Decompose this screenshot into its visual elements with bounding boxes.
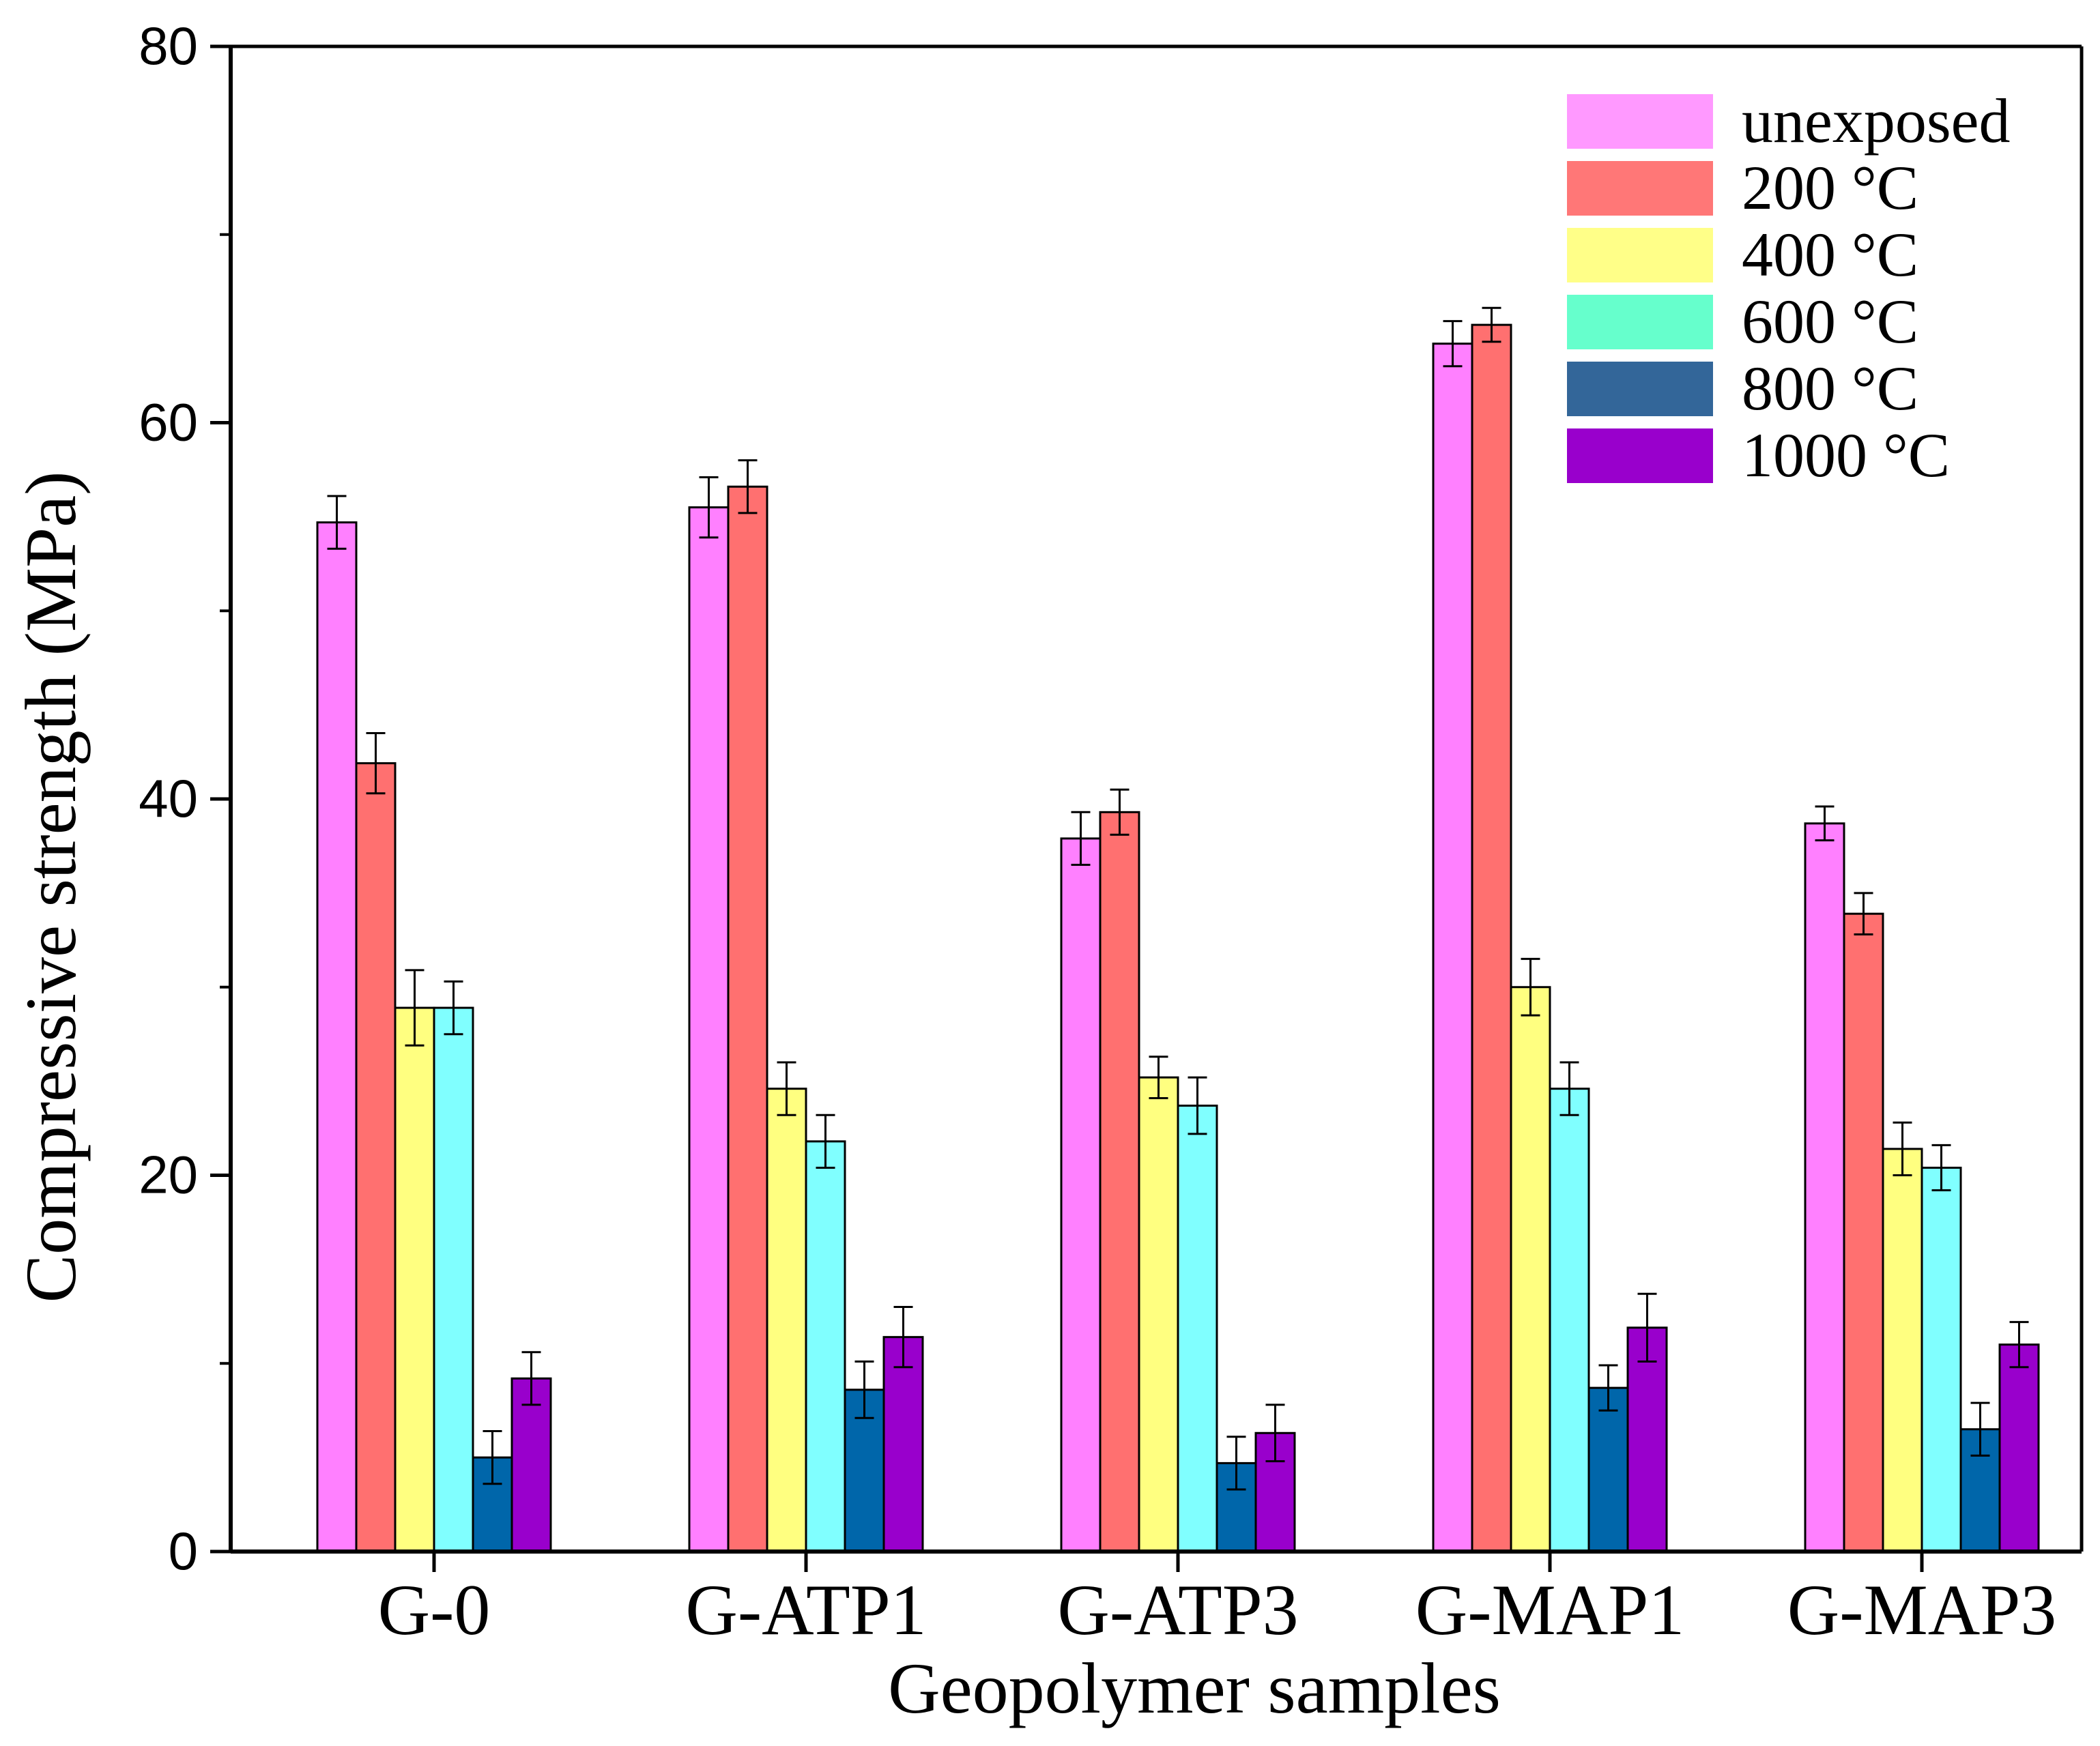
legend-label-3: 600 °C (1742, 287, 1918, 356)
errorbars-layer (327, 306, 2029, 1491)
bar-g-0-series-5 (510, 1377, 552, 1553)
x-tick-label-g-map3: G-MAP3 (1787, 1570, 2057, 1650)
bar-g-0-series-1 (355, 762, 397, 1553)
bar-g-map1-series-3 (1549, 1088, 1590, 1553)
error-bar-g-atp1-series-4 (854, 1360, 874, 1419)
bar-g-atp3-series-3 (1177, 1104, 1218, 1553)
legend-label-2: 400 °C (1742, 220, 1918, 289)
bar-g-atp1-series-1 (727, 485, 768, 1553)
bars-layer (316, 323, 2040, 1553)
y-tick-label: 80 (139, 16, 198, 76)
error-bar-g-map1-series-4 (1598, 1364, 1618, 1412)
axes-layer (229, 44, 2084, 1554)
x-tick-label-g-atp1: G-ATP1 (685, 1570, 926, 1650)
bar-g-atp1-series-3 (805, 1140, 846, 1553)
legend-swatch-1 (1567, 161, 1713, 216)
bar-g-map1-series-4 (1587, 1386, 1629, 1553)
bar-g-atp3-series-2 (1138, 1076, 1179, 1553)
bar-g-0-series-2 (394, 1006, 435, 1553)
error-bar-g-0-series-0 (327, 495, 347, 550)
bar-g-map1-series-5 (1626, 1326, 1668, 1553)
y-axis-title: Compressive strength (MPa) (11, 471, 91, 1303)
legend-swatch-4 (1567, 362, 1713, 416)
bar-g-atp3-series-0 (1060, 837, 1102, 1553)
error-bar-g-map1-series-0 (1443, 320, 1463, 368)
bar-g-map3-series-1 (1843, 912, 1884, 1553)
ticks-layer: 0 20 40 60 80 G-0 G-ATP1 G-ATP3 G-MAP1 G-MAP3 (139, 16, 2056, 1650)
legend-label-5: 1000 °C (1742, 420, 1950, 490)
y-tick-label: 40 (139, 768, 198, 828)
bar-g-0-series-3 (433, 1006, 474, 1553)
bar-g-atp1-series-0 (688, 506, 730, 1553)
bar-g-0-series-0 (316, 521, 358, 1553)
error-bar-g-atp1-series-2 (777, 1061, 796, 1116)
error-bar-g-atp3-series-5 (1265, 1403, 1285, 1463)
bar-g-map3-series-0 (1804, 822, 1845, 1553)
error-bar-g-0-series-1 (366, 731, 386, 795)
bar-g-atp1-series-5 (882, 1336, 924, 1553)
bar-g-map1-series-1 (1471, 323, 1512, 1553)
legend-swatch-5 (1567, 428, 1713, 483)
bar-g-atp3-series-1 (1099, 811, 1140, 1553)
error-bar-g-map1-series-3 (1559, 1061, 1579, 1116)
error-bar-g-0-series-2 (405, 969, 425, 1047)
bar-g-map3-series-3 (1921, 1166, 1962, 1553)
error-bar-g-map3-series-2 (1893, 1121, 1912, 1176)
bar-g-atp1-series-2 (766, 1088, 807, 1553)
error-bar-g-atp1-series-5 (893, 1306, 913, 1369)
error-bar-g-map3-series-4 (1970, 1401, 1990, 1457)
y-tick-label: 60 (139, 392, 198, 452)
error-bar-g-map1-series-5 (1637, 1292, 1657, 1363)
error-bar-g-atp3-series-3 (1188, 1076, 1207, 1135)
legend-label-0: unexposed (1742, 86, 2010, 156)
legend-label-4: 800 °C (1742, 353, 1918, 423)
error-bar-g-atp3-series-4 (1226, 1436, 1246, 1491)
error-bar-g-map3-series-0 (1815, 805, 1835, 842)
bar-g-map3-series-5 (1998, 1343, 2040, 1553)
legend-label-1: 200 °C (1742, 153, 1918, 222)
legend-swatch-2 (1567, 228, 1713, 282)
bar-g-map1-series-2 (1510, 986, 1551, 1553)
x-axis-title: Geopolymer samples (888, 1648, 1501, 1728)
error-bar-g-0-series-5 (521, 1351, 541, 1406)
error-bar-g-0-series-3 (444, 980, 463, 1036)
error-bar-g-map1-series-1 (1482, 306, 1501, 343)
x-tick-label-g-map1: G-MAP1 (1415, 1570, 1685, 1650)
error-bar-g-atp3-series-0 (1071, 811, 1091, 867)
y-tick-label: 20 (139, 1145, 198, 1205)
error-bar-g-0-series-4 (483, 1430, 502, 1485)
error-bar-g-map3-series-3 (1931, 1144, 1951, 1192)
error-bar-g-atp1-series-3 (816, 1114, 835, 1169)
error-bar-g-atp1-series-1 (738, 459, 758, 514)
x-tick-label-g-atp3: G-ATP3 (1057, 1570, 1298, 1650)
x-tick-label-g-0: G-0 (378, 1570, 491, 1650)
error-bar-g-map3-series-1 (1854, 892, 1873, 936)
error-bar-g-atp3-series-2 (1149, 1056, 1168, 1099)
bar-g-map3-series-2 (1882, 1148, 1923, 1553)
legend-swatch-3 (1567, 295, 1713, 349)
bar-g-map1-series-0 (1432, 343, 1473, 1553)
error-bar-g-atp3-series-1 (1110, 788, 1130, 836)
error-bar-g-atp1-series-0 (699, 476, 719, 539)
error-bar-g-map1-series-2 (1521, 957, 1540, 1017)
error-bar-g-map3-series-5 (2009, 1321, 2029, 1369)
legend-swatch-0 (1567, 94, 1713, 149)
y-tick-label: 0 (169, 1521, 198, 1581)
